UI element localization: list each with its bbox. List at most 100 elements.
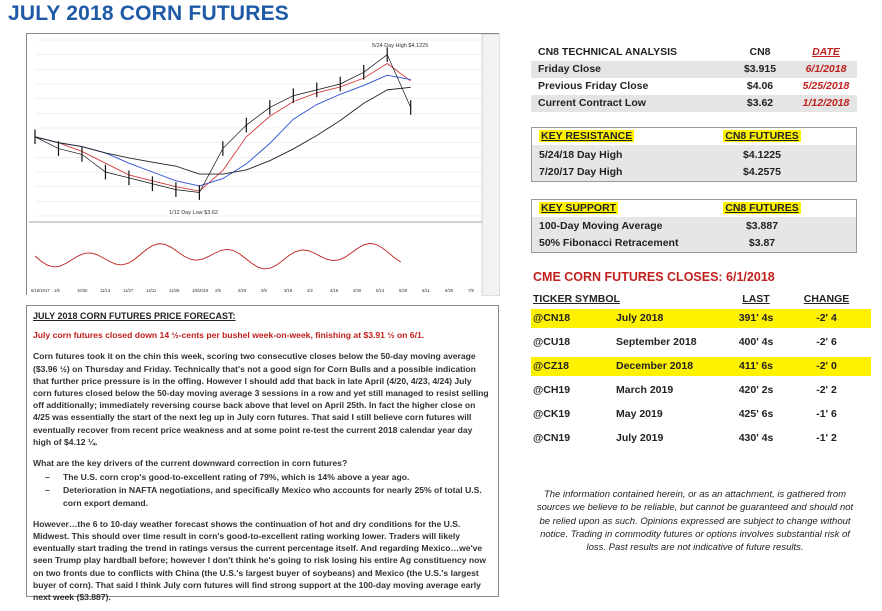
forecast-bullet: – Deterioration in NAFTA negotiations, a… [45, 484, 492, 508]
support-row: 100-Day Moving Average $3.887 [532, 218, 856, 235]
chart-low-label: 1/12 Day Low $3.62 [169, 210, 218, 216]
support-row-value: $3.87 [748, 237, 776, 249]
price-line [34, 54, 412, 193]
x-tick-label: 12/11 [146, 288, 157, 293]
x-tick-label: 3/5 [261, 288, 267, 293]
bullet-dash: – [45, 485, 50, 496]
page-title: JULY 2018 CORN FUTURES [8, 2, 289, 25]
closes-ticker: @CN18 [533, 312, 571, 324]
closes-row: @CN18 July 2018 391' 4s -2' 4 [531, 309, 871, 328]
closes-month: July 2018 [616, 312, 664, 324]
closes-change: -2' 6 [816, 336, 837, 348]
x-tick-label: 10/30 [77, 288, 88, 293]
closes-month: September 2018 [616, 336, 697, 348]
closes-last: 430' 4s [738, 432, 774, 444]
ma-line-short [34, 62, 411, 192]
technical-row: Friday Close $3.915 6/1/2018 [531, 61, 857, 78]
closes-ticker: @CZ18 [533, 360, 569, 372]
x-tick-label: 5/14 [376, 288, 385, 293]
technical-row-label: Previous Friday Close [538, 80, 649, 92]
bullet-text: The U.S. corn crop's good-to-excellent r… [63, 472, 410, 483]
oscillator-line [34, 242, 402, 270]
chart-svg: 5/24 Day High $4.1225 1/12 Day Low $3.62… [27, 34, 500, 296]
support-header: KEY SUPPORT CN8 FUTURES [532, 200, 856, 217]
closes-row: @CZ18 December 2018 411' 6s -2' 0 [531, 357, 871, 376]
key-resistance-table: KEY RESISTANCE CN8 FUTURES 5/24/18 Day H… [531, 127, 857, 182]
key-support-table: KEY SUPPORT CN8 FUTURES 100-Day Moving A… [531, 199, 857, 253]
x-tick-label: 3/19 [284, 288, 293, 293]
technical-row-date: 6/1/2018 [805, 63, 847, 75]
closes-change: -2' 0 [816, 360, 837, 372]
x-tick-label: 11/13 [100, 288, 111, 293]
technical-row-value: $3.915 [743, 63, 777, 75]
resistance-row: 7/20/17 Day High $4.2575 [532, 164, 856, 181]
x-tick-label: 1/6 [54, 288, 60, 293]
disclaimer: The information contained herein, or as … [536, 489, 854, 554]
x-tick-label: 2/20 [238, 288, 247, 293]
closes-header-change: CHANGE [803, 293, 850, 305]
bullet-dash: – [45, 472, 50, 483]
closes-header-ticker: TICKER SYMBOL [533, 293, 620, 305]
x-tick-label: 4/16 [330, 288, 339, 293]
technical-header-date: DATE [812, 46, 840, 58]
x-tick-label: 6/11 [422, 288, 431, 293]
resistance-row-label: 7/20/17 Day High [539, 166, 623, 178]
closes-change: -1' 6 [816, 408, 837, 420]
closes-change: -1' 2 [816, 432, 837, 444]
technical-row: Previous Friday Close $4.06 5/25/2018 [531, 78, 857, 95]
support-row-label: 100-Day Moving Average [539, 220, 663, 232]
technical-header-label: CN8 TECHNICAL ANALYSIS [538, 46, 678, 58]
resistance-header: KEY RESISTANCE CN8 FUTURES [532, 128, 856, 145]
closes-row: @CH19 March 2019 420' 2s -2' 2 [531, 381, 871, 400]
technical-row-label: Current Contract Low [538, 97, 646, 109]
forecast-paragraph: Corn futures took it on the chin this we… [33, 351, 489, 447]
closes-month: May 2019 [616, 408, 663, 420]
closes-last: 411' 6s [738, 360, 774, 372]
closes-last: 391' 4s [738, 312, 774, 324]
support-row: 50% Fibonacci Retracement $3.87 [532, 235, 856, 252]
technical-row-date: 1/12/2018 [802, 97, 850, 109]
closes-ticker: @CU18 [533, 336, 571, 348]
closes-header: TICKER SYMBOL LAST CHANGE [531, 290, 871, 309]
closes-last: 400' 4s [738, 336, 774, 348]
closes-row: @CU18 September 2018 400' 4s -2' 6 [531, 333, 871, 352]
closes-ticker: @CK19 [533, 408, 571, 420]
x-tick-label: 4/30 [353, 288, 362, 293]
cme-closes-title: CME CORN FUTURES CLOSES: 6/1/2018 [533, 270, 775, 284]
forecast-box: JULY 2018 CORN FUTURES PRICE FORECAST: J… [26, 305, 499, 602]
technical-row-value: $3.62 [746, 97, 774, 109]
closes-ticker: @CH19 [533, 384, 571, 396]
closes-ticker: @CN19 [533, 432, 571, 444]
closes-month: March 2019 [616, 384, 674, 396]
forecast-question: What are the key drivers of the current … [33, 458, 348, 469]
x-tick-label: 7/9 [468, 288, 474, 293]
technical-row-date: 5/25/2018 [802, 80, 850, 92]
x-tick-label: 8/18/2017 [31, 288, 50, 293]
closes-month: July 2019 [616, 432, 664, 444]
x-tick-label: 11/27 [123, 288, 134, 293]
chart-high-label: 5/24 Day High $4.1225 [372, 43, 428, 49]
support-row-label: 50% Fibonacci Retracement [539, 237, 679, 249]
technical-analysis-table: CN8 TECHNICAL ANALYSIS CN8 FUTURES DATE … [531, 44, 857, 112]
x-tick-label: 4/2 [307, 288, 313, 293]
support-header-futures: CN8 FUTURES [723, 202, 801, 214]
closes-last: 425' 6s [738, 408, 774, 420]
closes-last: 420' 2s [738, 384, 774, 396]
technical-row-value: $4.06 [746, 80, 774, 92]
support-row-value: $3.887 [745, 220, 779, 232]
closes-change: -2' 2 [816, 384, 837, 396]
bullet-text: Deterioration in NAFTA negotiations, and… [63, 485, 482, 508]
forecast-title: JULY 2018 CORN FUTURES PRICE FORECAST: [33, 311, 236, 321]
forecast-lead: July corn futures closed down 14 ½-cents… [33, 330, 425, 341]
x-tick-label: 1/8/2018 [192, 288, 209, 293]
closes-change: -2' 4 [816, 312, 837, 324]
resistance-row-value: $4.2575 [743, 166, 781, 178]
resistance-row-label: 5/24/18 Day High [539, 149, 623, 161]
x-tick-label: 2/5 [215, 288, 221, 293]
closes-row: @CK19 May 2019 425' 6s -1' 6 [531, 405, 871, 424]
resistance-row: 5/24/18 Day High $4.1225 [532, 147, 856, 164]
x-tick-label: 5/29 [399, 288, 408, 293]
resistance-row-value: $4.1225 [743, 149, 781, 161]
x-tick-label: 6/25 [445, 288, 454, 293]
resistance-header-futures: CN8 FUTURES [723, 130, 801, 142]
